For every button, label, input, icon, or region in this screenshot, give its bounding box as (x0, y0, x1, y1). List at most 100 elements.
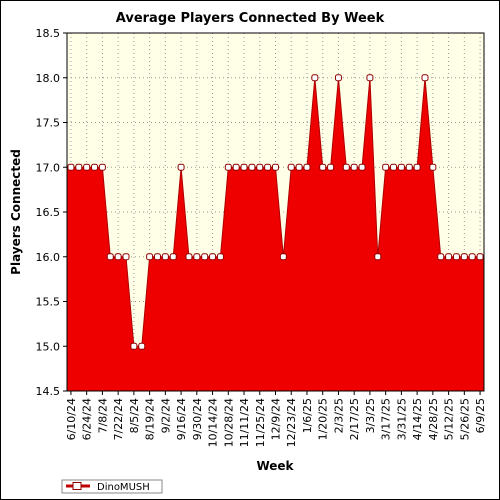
data-point-5 (106, 253, 114, 261)
x-tick-label: 6/9/25 (474, 398, 487, 433)
data-point-8 (130, 342, 138, 350)
data-point-9 (138, 342, 146, 350)
data-point-6 (114, 253, 122, 261)
data-point-46 (429, 163, 437, 171)
data-point-12 (161, 253, 169, 261)
data-point-47 (437, 253, 445, 261)
legend: DinoMUSH (61, 479, 163, 494)
x-tick-label: 1/6/25 (301, 398, 314, 433)
x-tick-label: 9/30/24 (191, 398, 204, 440)
y-tick-label: 15.5 (36, 296, 61, 309)
data-point-37 (358, 163, 366, 171)
y-tick-label: 16.5 (36, 206, 61, 219)
data-point-17 (201, 253, 209, 261)
y-tick-label: 17.0 (36, 161, 61, 174)
legend-marker-icon (72, 482, 82, 490)
data-point-0 (67, 163, 75, 171)
data-point-15 (185, 253, 193, 261)
x-tick-label: 11/25/24 (254, 398, 267, 447)
y-tick-label: 17.5 (36, 117, 61, 130)
x-tick-label: 4/14/25 (411, 398, 424, 440)
y-tick-label: 16.0 (36, 251, 61, 264)
x-tick-label: 12/23/24 (285, 398, 298, 447)
data-point-26 (272, 163, 279, 171)
x-tick-label: 3/3/25 (364, 398, 377, 433)
data-point-30 (303, 163, 311, 171)
x-tick-label: 12/9/24 (270, 398, 283, 440)
data-point-2 (83, 163, 91, 171)
data-point-16 (193, 253, 201, 261)
y-tick-label: 15.0 (36, 340, 61, 353)
x-tick-label: 9/2/24 (159, 398, 172, 433)
data-point-51 (468, 253, 476, 261)
data-point-28 (287, 163, 295, 171)
x-tick-label: 4/28/25 (427, 398, 440, 440)
data-point-32 (319, 163, 327, 171)
x-tick-label: 10/28/24 (222, 398, 235, 447)
data-point-7 (122, 253, 130, 261)
y-tick-label: 14.5 (36, 385, 61, 398)
x-tick-label: 8/19/24 (144, 398, 157, 440)
data-point-20 (224, 163, 232, 171)
y-axis-label: Players Connected (9, 149, 23, 275)
data-point-43 (405, 163, 413, 171)
data-point-42 (397, 163, 405, 171)
data-point-44 (413, 163, 421, 171)
data-point-3 (91, 163, 99, 171)
data-point-11 (153, 253, 161, 261)
legend-box (61, 479, 163, 494)
x-tick-label: 2/3/25 (332, 398, 345, 433)
x-tick-label: 1/20/25 (317, 398, 330, 440)
x-tick-label: 5/12/25 (443, 398, 456, 440)
data-point-29 (295, 163, 303, 171)
y-tick-label: 18.5 (36, 27, 61, 40)
x-axis-label: Week (256, 459, 294, 473)
data-point-24 (256, 163, 264, 171)
data-point-31 (311, 74, 319, 82)
data-point-50 (460, 253, 468, 261)
data-point-49 (452, 253, 460, 261)
data-point-40 (382, 163, 390, 171)
data-point-1 (75, 163, 83, 171)
x-tick-label: 9/16/24 (175, 398, 188, 440)
data-point-33 (327, 163, 335, 171)
x-tick-label: 3/17/25 (380, 398, 393, 440)
y-axis-ticks: 14.5 15.0 15.5 16.0 16.5 17.0 17.5 18.0 18.5 (36, 27, 67, 398)
data-point-48 (445, 253, 453, 261)
series-markers (67, 74, 484, 350)
data-point-52 (476, 253, 484, 261)
x-tick-label: 6/24/24 (81, 398, 94, 440)
y-tick-label: 18.0 (36, 72, 61, 85)
data-point-10 (146, 253, 154, 261)
x-tick-label: 8/5/24 (128, 398, 141, 433)
data-point-45 (421, 74, 429, 82)
x-tick-label: 10/14/24 (207, 398, 220, 447)
data-point-4 (98, 163, 106, 171)
data-point-18 (209, 253, 217, 261)
x-tick-label: 3/31/25 (395, 398, 408, 440)
data-point-27 (279, 253, 287, 261)
x-tick-label: 7/8/24 (96, 398, 109, 433)
data-point-13 (169, 253, 177, 261)
data-point-41 (390, 163, 398, 171)
data-point-23 (248, 163, 256, 171)
legend-label-dinomush: DinoMUSH (97, 482, 150, 493)
data-point-22 (240, 163, 248, 171)
x-tick-label: 7/22/24 (112, 398, 125, 440)
x-tick-label: 6/10/24 (65, 398, 78, 440)
series-area-dinomush (66, 77, 485, 392)
x-tick-label: 2/17/25 (348, 398, 361, 440)
data-point-35 (342, 163, 350, 171)
data-point-38 (366, 74, 374, 82)
x-tick-label: 5/26/25 (458, 398, 471, 440)
data-point-39 (374, 253, 382, 261)
data-point-25 (264, 163, 272, 171)
x-tick-label: 11/11/24 (238, 398, 251, 447)
data-point-21 (232, 163, 240, 171)
data-point-19 (216, 253, 224, 261)
data-point-36 (350, 163, 358, 171)
data-point-34 (334, 74, 342, 82)
data-point-14 (177, 163, 185, 171)
chart-title: Average Players Connected By Week (116, 11, 385, 26)
